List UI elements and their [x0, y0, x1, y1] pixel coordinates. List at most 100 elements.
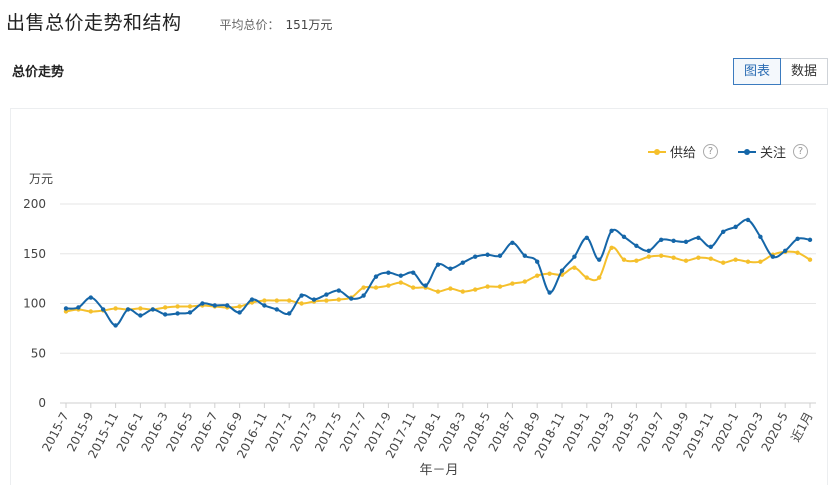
data-point-attention [150, 307, 155, 312]
data-view-button[interactable]: 数据 [780, 58, 828, 85]
legend-label-supply: 供给 [670, 146, 697, 161]
data-point-supply [287, 298, 292, 303]
data-point-attention [510, 240, 515, 246]
data-point-attention [386, 270, 391, 275]
legend-label-attention: 关注 [760, 146, 787, 161]
legend-item-supply[interactable]: 供给 ? [648, 142, 719, 161]
data-point-attention [88, 295, 94, 300]
data-point-attention [597, 257, 602, 262]
section-title: 总价走势 [12, 65, 65, 80]
data-point-attention [770, 254, 775, 259]
data-point-supply [646, 254, 651, 259]
data-point-attention [274, 307, 279, 312]
data-point-attention [634, 243, 639, 248]
supply-swatch-icon [648, 147, 666, 157]
data-point-attention [559, 268, 565, 273]
y-tick-label: 200 [23, 197, 46, 211]
data-point-attention [411, 270, 416, 275]
data-point-attention [609, 228, 614, 234]
data-point-attention [225, 303, 230, 308]
data-point-supply [597, 275, 602, 280]
data-point-attention [336, 288, 341, 293]
data-point-supply [138, 306, 143, 311]
data-point-supply [361, 285, 366, 290]
data-point-supply [497, 284, 503, 289]
data-point-attention [460, 260, 465, 265]
data-point-supply [386, 283, 391, 288]
data-point-supply [411, 285, 416, 290]
data-point-supply [522, 279, 527, 284]
data-point-attention [163, 312, 168, 317]
data-point-supply [473, 287, 478, 292]
data-point-attention [621, 234, 627, 240]
data-point-attention [659, 237, 664, 243]
data-point-attention [299, 293, 304, 298]
data-point-supply [510, 281, 515, 286]
data-point-attention [646, 248, 651, 253]
data-point-supply [373, 285, 379, 290]
data-point-attention [696, 235, 701, 241]
data-point-supply [88, 309, 94, 314]
page-title: 出售总价走势和结构 [6, 12, 182, 34]
data-point-attention [113, 323, 118, 328]
data-point-attention [138, 313, 143, 318]
y-tick-label: 0 [38, 396, 46, 410]
data-point-supply [448, 286, 453, 291]
data-point-attention [795, 236, 800, 242]
data-point-attention [733, 224, 738, 230]
data-point-attention [324, 292, 329, 297]
data-point-attention [125, 307, 131, 312]
data-point-supply [696, 255, 701, 260]
data-point-supply [609, 245, 614, 250]
data-point-supply [621, 257, 627, 262]
data-point-attention [783, 248, 788, 253]
data-point-attention [497, 253, 503, 258]
data-point-supply [113, 306, 118, 311]
data-point-attention [547, 290, 552, 295]
legend-item-attention[interactable]: 关注 ? [738, 142, 809, 161]
data-point-attention [448, 266, 453, 271]
data-point-supply [733, 257, 738, 262]
data-point-supply [324, 298, 329, 303]
data-point-attention [361, 293, 366, 298]
data-point-supply [795, 250, 800, 255]
data-point-supply [758, 259, 763, 264]
attention-swatch-icon [738, 147, 756, 157]
data-point-attention [671, 238, 676, 244]
page-header: 出售总价走势和结构 平均总价： 151万元 [6, 8, 332, 36]
data-point-attention [76, 305, 81, 310]
data-point-attention [435, 262, 441, 267]
data-point-supply [634, 258, 639, 263]
average-price-label: 平均总价： [219, 18, 280, 32]
data-point-attention [187, 310, 193, 315]
y-tick-label: 50 [31, 346, 46, 360]
supply-help-icon[interactable]: ? [703, 144, 719, 159]
data-point-supply [584, 275, 589, 280]
attention-help-icon[interactable]: ? [793, 144, 809, 159]
data-point-attention [721, 229, 726, 235]
data-point-attention [101, 307, 106, 312]
data-point-supply [745, 259, 751, 264]
data-point-attention [212, 303, 217, 308]
data-point-attention [485, 252, 490, 257]
data-point-attention [200, 301, 205, 306]
data-point-supply [398, 280, 403, 285]
data-point-attention [175, 311, 180, 316]
data-point-supply [435, 289, 441, 294]
series-line-attention [65, 218, 811, 327]
view-toggle: 图表 数据 [732, 58, 828, 85]
data-point-attention [473, 254, 478, 259]
y-tick-label: 100 [23, 297, 46, 311]
data-point-supply [274, 298, 279, 303]
data-point-attention [373, 274, 379, 279]
data-point-supply [299, 301, 304, 306]
data-point-attention [311, 297, 317, 302]
data-point-attention [349, 296, 354, 301]
chart-view-button[interactable]: 图表 [732, 58, 781, 85]
data-point-supply [807, 257, 813, 262]
data-point-supply [163, 305, 168, 310]
data-point-attention [584, 235, 589, 241]
data-point-attention [398, 273, 403, 278]
chart-panel [10, 108, 828, 485]
